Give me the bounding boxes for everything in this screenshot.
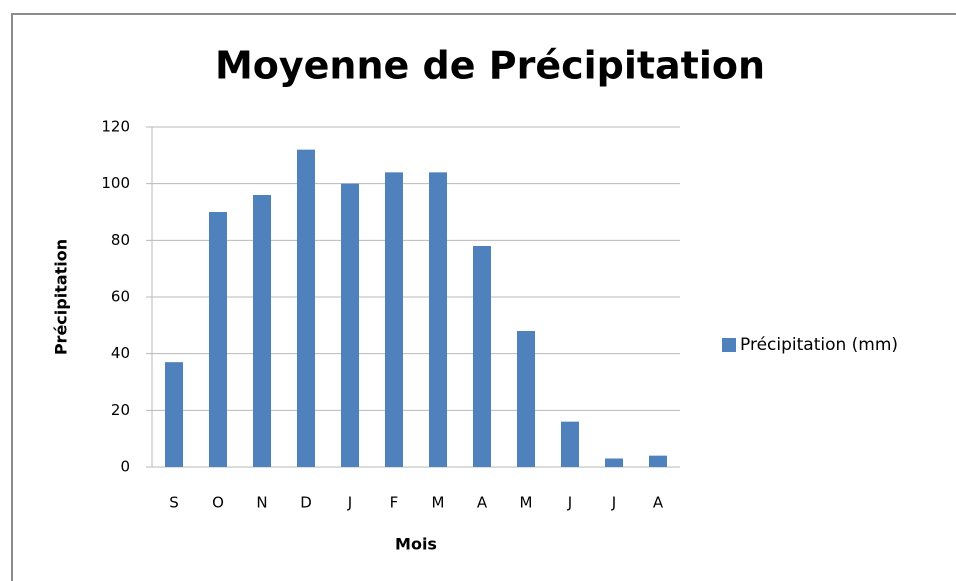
x-tick-label: N (256, 494, 267, 512)
y-tick-label: 20 (111, 401, 130, 419)
x-tick-label: D (300, 494, 312, 512)
x-tick-label: A (477, 494, 488, 512)
bar (605, 458, 623, 467)
y-tick-label: 0 (120, 458, 130, 476)
bar (473, 246, 491, 467)
bar (341, 183, 359, 467)
x-tick-label: A (653, 494, 664, 512)
x-tick-label: F (390, 494, 399, 512)
y-tick-label: 60 (111, 288, 130, 306)
x-tick-label: M (520, 494, 533, 512)
x-tick-label: M (432, 494, 445, 512)
x-tick-label: O (212, 494, 224, 512)
bar (297, 149, 315, 467)
bar (385, 172, 403, 468)
x-tick-label: J (567, 494, 572, 512)
bar (429, 172, 447, 468)
x-tick-label: J (347, 494, 352, 512)
bar (165, 362, 183, 467)
y-tick-label: 80 (111, 231, 130, 249)
y-tick-label: 100 (101, 174, 130, 192)
x-axis-label: Mois (395, 535, 437, 554)
y-axis-label: Précipitation (52, 239, 71, 355)
bar (517, 331, 535, 467)
legend-swatch (722, 338, 736, 352)
y-tick-label: 40 (111, 344, 130, 362)
y-tick-label: 120 (101, 118, 130, 136)
bar (649, 455, 667, 467)
bar (209, 212, 227, 467)
x-tick-label: J (611, 494, 616, 512)
bar (561, 421, 579, 467)
legend-label: Précipitation (mm) (740, 335, 898, 355)
bar (253, 195, 271, 467)
chart-title: Moyenne de Précipitation (215, 44, 765, 88)
x-tick-label: S (169, 494, 179, 512)
